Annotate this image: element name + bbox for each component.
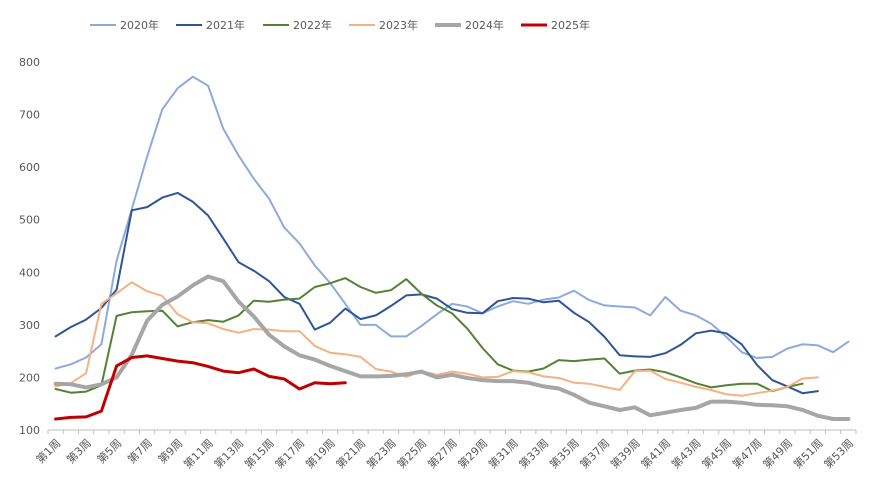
x-tick-label: 第43周 (668, 436, 703, 471)
x-tick-label: 第29周 (455, 436, 490, 471)
series-line-2021年 (54, 191, 819, 395)
x-tick-label: 第3周 (63, 436, 93, 466)
y-axis: 100 200 300 400 500 600 700 800 (19, 56, 40, 437)
x-tick-label: 第7周 (124, 436, 154, 466)
x-tick-label: 第37周 (577, 436, 612, 471)
x-tick-label: 第51周 (790, 436, 825, 471)
y-tick-label: 300 (19, 319, 40, 332)
x-tick-label: 第17周 (272, 436, 307, 471)
x-tick-label: 第53周 (821, 436, 856, 471)
x-tick-label: 第49周 (760, 436, 795, 471)
y-tick-label: 700 (19, 109, 40, 122)
series-line-2022年 (54, 277, 804, 394)
legend: 2020年 2021年 2022年 2023年 2024年 2025年 (90, 18, 590, 32)
y-tick-label: 800 (19, 56, 40, 69)
legend-label: 2024年 (465, 18, 504, 32)
x-tick-label: 第41周 (638, 436, 673, 471)
series-line-2025年 (54, 354, 347, 421)
legend-label: 2022年 (293, 18, 332, 32)
series-line-2023年 (54, 281, 819, 397)
x-tick-label: 第47周 (729, 436, 764, 471)
x-tick-label: 第19周 (302, 436, 337, 471)
y-tick-label: 100 (19, 424, 40, 437)
x-tick-label: 第23周 (363, 436, 398, 471)
legend-label: 2023年 (379, 18, 418, 32)
x-tick-label: 第11周 (180, 436, 215, 471)
x-tick-label: 第45周 (699, 436, 734, 471)
series-line-2020年 (54, 75, 850, 370)
x-tick-label: 第15周 (241, 436, 276, 471)
y-tick-label: 500 (19, 214, 40, 227)
plot-area (53, 75, 851, 421)
y-tick-label: 600 (19, 161, 40, 174)
x-tick-label: 第27周 (424, 436, 459, 471)
x-tick-label: 第35周 (546, 436, 581, 471)
x-tick-label: 第39周 (607, 436, 642, 471)
x-axis: 第1周 第3周 第5周 第7周 第9周第11周第13周第15周第17周第19周第21周第… (33, 429, 857, 471)
legend-label: 2020年 (120, 18, 159, 32)
x-tick-label: 第5周 (94, 436, 124, 466)
x-tick-label: 第31周 (485, 436, 520, 471)
x-tick-label: 第25周 (394, 436, 429, 471)
y-tick-label: 400 (19, 266, 40, 279)
x-tick-label: 第1周 (33, 436, 63, 466)
series-line-2024年 (53, 274, 851, 421)
x-tick-label: 第21周 (333, 436, 368, 471)
x-tick-label: 第13周 (211, 436, 246, 471)
x-tick-label: 第33周 (516, 436, 551, 471)
y-tick-label: 200 (19, 371, 40, 384)
legend-label: 2025年 (551, 18, 590, 32)
legend-label: 2021年 (206, 18, 245, 32)
